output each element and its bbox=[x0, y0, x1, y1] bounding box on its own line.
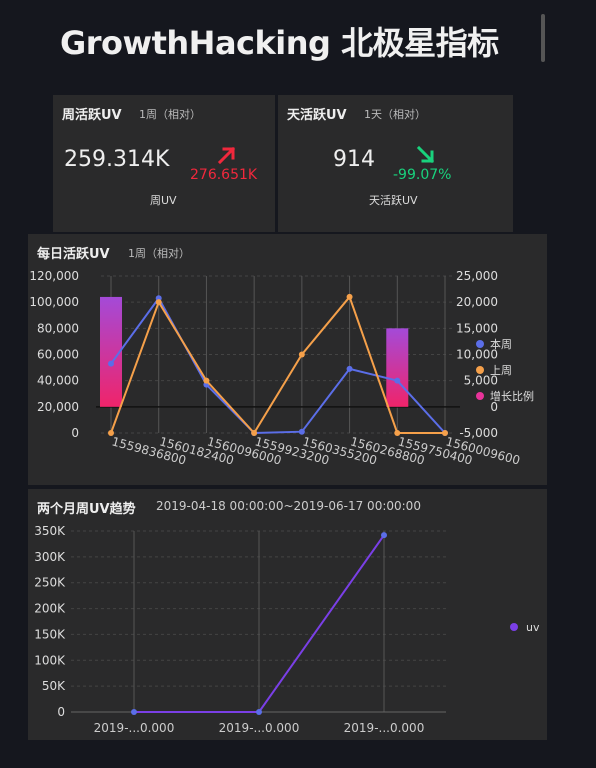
y-tick-label: 80,000 bbox=[37, 321, 79, 335]
y-tick-label: 100,000 bbox=[29, 295, 79, 309]
y2-tick-label: 0 bbox=[490, 400, 498, 414]
weekly-uv-card: 周活跃UV 1周（相对） 259.314K 276.651K 周UV bbox=[53, 95, 275, 232]
y2-tick-label: 20,000 bbox=[456, 295, 498, 309]
legend-label: 本周 bbox=[490, 337, 512, 351]
y-tick-label: 0 bbox=[71, 426, 79, 440]
legend-label: uv bbox=[526, 621, 540, 634]
y-tick-label: 150K bbox=[34, 627, 66, 641]
weekly-uv-delta: 276.651K bbox=[190, 167, 258, 183]
data-point bbox=[298, 351, 305, 358]
y-tick-label: 50K bbox=[42, 679, 66, 693]
trend-chart-period: 2019-04-18 00:00:00~2019-06-17 00:00:00 bbox=[156, 499, 421, 513]
bar-growth-ratio bbox=[100, 296, 122, 407]
data-point bbox=[108, 360, 114, 367]
arrow-up-right-icon bbox=[217, 146, 236, 165]
data-point bbox=[346, 293, 353, 300]
daily-active-chart: 120,000 100,000 80,000 60,000 40,000 20,000 0 2… bbox=[29, 269, 534, 468]
y-tick-label: 100K bbox=[34, 653, 66, 667]
legend-swatch bbox=[476, 392, 484, 400]
scrollbar[interactable] bbox=[541, 14, 545, 62]
x-tick-label: 2019-...0.000 bbox=[94, 721, 175, 735]
y2-tick-label: 10,000 bbox=[456, 348, 498, 362]
daily-active-chart-card: 每日活跃UV 1周（相对） 120,000 100,000 80,000 60,000… bbox=[28, 234, 547, 485]
weekly-uv-value: 259.314K bbox=[64, 147, 170, 172]
daily-uv-card: 天活跃UV 1天（相对） 914 -99.07% 天活跃UV bbox=[278, 95, 513, 232]
y-tick-label: 300K bbox=[34, 550, 66, 564]
legend-swatch bbox=[476, 340, 484, 348]
weekly-uv-title: 周活跃UV bbox=[62, 108, 122, 123]
series-line bbox=[110, 294, 445, 435]
x-tick-label: 2019-...0.000 bbox=[219, 721, 300, 735]
weekly-uv-label: 周UV bbox=[150, 194, 177, 207]
daily-uv-period: 1天（相对） bbox=[364, 108, 426, 121]
trend-chart: 350K 300K 250K 200K 150K 100K 50K 0 2019-...0.00… bbox=[34, 524, 540, 735]
y-tick-label: 0 bbox=[57, 705, 65, 719]
arrow-down-right-icon bbox=[416, 145, 435, 164]
data-point bbox=[131, 709, 137, 715]
y-tick-label: 200K bbox=[34, 602, 66, 616]
trend-chart-card: 两个月周UV趋势 2019-04-18 00:00:00~2019-06-17 … bbox=[28, 489, 547, 740]
data-point bbox=[298, 428, 305, 435]
daily-chart-period: 1周（相对） bbox=[128, 247, 190, 260]
legend-swatch bbox=[510, 623, 518, 631]
data-point bbox=[442, 430, 448, 436]
data-point bbox=[394, 430, 401, 436]
data-point bbox=[251, 430, 258, 436]
trend-chart-title: 两个月周UV趋势 bbox=[37, 502, 136, 517]
y2-tick-label: 5,000 bbox=[464, 374, 498, 388]
weekly-uv-period: 1周（相对） bbox=[139, 108, 201, 121]
y-tick-label: 350K bbox=[34, 524, 66, 538]
bar-growth-ratio bbox=[386, 328, 409, 407]
data-point bbox=[346, 365, 353, 372]
data-point bbox=[108, 430, 114, 436]
legend-label: 上周 bbox=[490, 364, 512, 377]
y-tick-label: 250K bbox=[34, 576, 66, 590]
y-tick-label: 120,000 bbox=[29, 269, 79, 283]
data-point bbox=[381, 532, 387, 539]
data-point bbox=[256, 709, 262, 715]
y2-tick-label: 25,000 bbox=[456, 269, 498, 283]
y-tick-label: 40,000 bbox=[37, 374, 79, 388]
daily-uv-delta: -99.07% bbox=[393, 167, 452, 183]
y2-tick-label: -5,000 bbox=[459, 426, 498, 440]
data-point bbox=[394, 377, 401, 384]
x-tick-label: 2019-...0.000 bbox=[344, 721, 425, 735]
daily-uv-value: 914 bbox=[333, 147, 375, 172]
series-line bbox=[110, 296, 446, 435]
y2-tick-label: 15,000 bbox=[456, 321, 498, 335]
daily-uv-title: 天活跃UV bbox=[287, 108, 347, 123]
data-point bbox=[155, 299, 162, 306]
daily-uv-label: 天活跃UV bbox=[369, 194, 418, 207]
y-tick-label: 20,000 bbox=[37, 400, 79, 414]
legend-swatch bbox=[476, 366, 484, 374]
y-tick-label: 60,000 bbox=[37, 348, 79, 362]
legend-label: 增长比例 bbox=[490, 389, 534, 403]
daily-chart-title: 每日活跃UV bbox=[37, 247, 110, 262]
page-title: GrowthHacking 北极星指标 bbox=[60, 24, 499, 62]
data-point bbox=[203, 377, 210, 384]
